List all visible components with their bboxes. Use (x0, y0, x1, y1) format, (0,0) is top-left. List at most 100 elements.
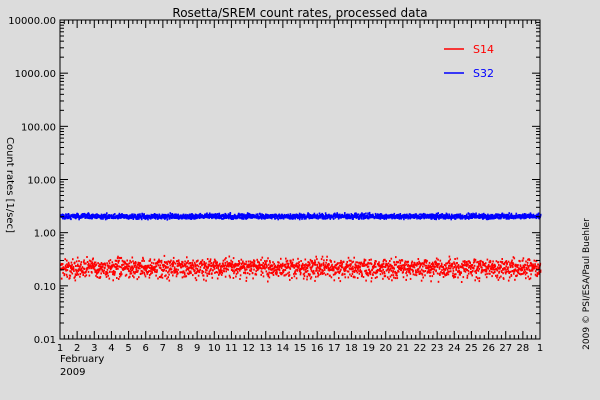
data-point (339, 213, 341, 216)
data-point (441, 269, 443, 272)
data-point (219, 262, 221, 265)
data-point (216, 261, 218, 264)
data-point (229, 216, 231, 219)
data-point (327, 268, 330, 271)
data-point (337, 268, 340, 271)
data-point (150, 261, 153, 264)
data-point (344, 276, 347, 279)
data-point (504, 260, 507, 263)
data-point (451, 264, 453, 267)
data-point (428, 270, 430, 273)
data-point (482, 217, 485, 220)
data-point (374, 212, 377, 215)
data-point (136, 217, 138, 220)
data-point (120, 273, 123, 276)
data-point (301, 216, 303, 219)
data-point (192, 214, 194, 217)
data-point (510, 260, 513, 263)
data-point (299, 269, 301, 272)
data-point (312, 272, 315, 275)
data-point (250, 261, 253, 264)
data-point (493, 214, 496, 217)
data-point (401, 267, 404, 270)
data-point (65, 213, 67, 216)
data-point (264, 217, 266, 220)
data-point (79, 273, 82, 275)
data-point (167, 271, 169, 274)
data-point (438, 262, 440, 265)
data-point (325, 261, 327, 264)
data-point (280, 257, 282, 260)
data-point (145, 265, 147, 268)
data-point (178, 217, 181, 219)
data-point (220, 267, 222, 270)
data-point (339, 280, 342, 283)
data-point (366, 263, 369, 266)
data-point (131, 256, 134, 259)
data-point (183, 275, 185, 278)
data-point (341, 266, 344, 269)
data-point (430, 280, 432, 283)
data-point (454, 275, 457, 278)
data-point (149, 274, 151, 276)
data-point (250, 216, 252, 219)
data-point (274, 217, 277, 220)
data-point (69, 216, 72, 219)
data-point (367, 261, 369, 264)
data-point (269, 266, 272, 269)
data-point (298, 261, 300, 264)
data-point (333, 268, 335, 271)
data-point (312, 262, 314, 265)
data-point (90, 262, 92, 265)
data-point (263, 267, 265, 270)
data-point (326, 259, 328, 261)
data-point (264, 216, 267, 219)
data-point (483, 212, 485, 215)
data-point (420, 217, 423, 219)
data-point (285, 257, 287, 260)
data-point (97, 269, 100, 272)
data-point (489, 272, 491, 275)
data-point (249, 216, 251, 219)
data-point (456, 262, 458, 264)
data-point (483, 215, 486, 218)
data-point (205, 279, 207, 282)
plot-points (60, 211, 542, 283)
data-point (222, 217, 224, 220)
data-point (237, 264, 240, 267)
data-point (161, 276, 164, 279)
data-point (141, 270, 144, 273)
data-point (128, 270, 130, 273)
data-point (368, 262, 370, 265)
data-point (410, 262, 413, 264)
data-point (142, 216, 145, 219)
data-point (74, 275, 76, 278)
data-point (405, 263, 408, 266)
data-point (372, 214, 374, 217)
data-point (158, 258, 160, 261)
data-point (123, 268, 126, 270)
data-point (240, 214, 243, 217)
data-point (261, 216, 263, 219)
data-point (158, 266, 161, 269)
data-point (316, 263, 318, 266)
data-point (390, 257, 393, 260)
data-point (536, 275, 538, 278)
data-point (304, 270, 307, 273)
data-point (530, 273, 532, 276)
data-point (103, 269, 105, 272)
data-point (308, 262, 311, 265)
data-point (483, 264, 485, 267)
data-point (517, 264, 519, 267)
data-point (60, 277, 63, 280)
data-point (126, 217, 128, 220)
data-point (70, 218, 72, 221)
data-point (288, 274, 291, 277)
data-point (133, 262, 135, 265)
data-point (388, 277, 390, 280)
series-S32 (60, 211, 542, 221)
data-point (165, 274, 167, 277)
data-point (261, 256, 264, 259)
data-point (246, 272, 249, 275)
data-point (283, 213, 286, 216)
